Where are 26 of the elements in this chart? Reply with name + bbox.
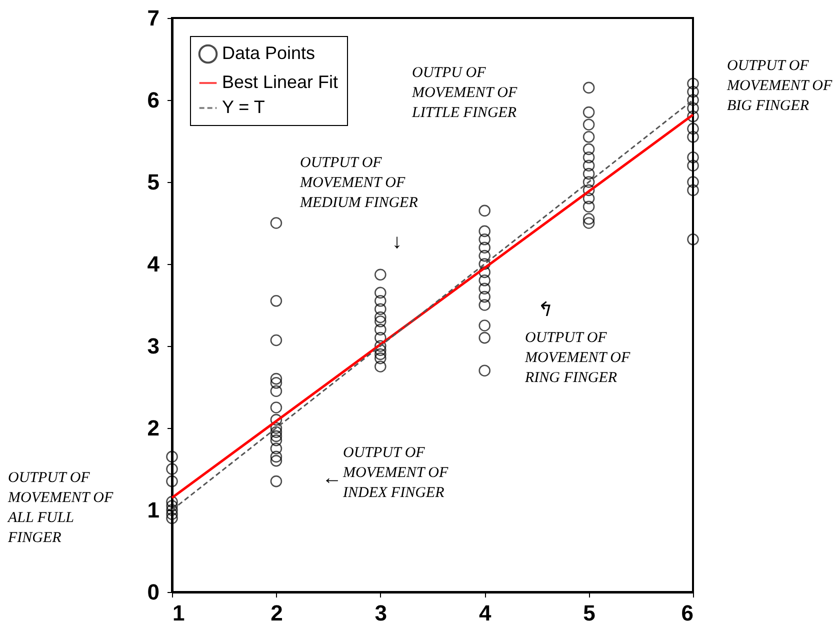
- x-tick-label: 1: [172, 600, 185, 626]
- y-tick-label: 0: [147, 580, 160, 604]
- legend-label: Best Linear Fit: [222, 72, 338, 92]
- text: OUTPUT OF MOVEMENT OF BIG FINGER: [726, 58, 833, 114]
- legend-label: Y = T: [222, 97, 265, 117]
- x-tick-label: 2: [270, 600, 283, 626]
- annotation: OUTPUT OF MOVEMENT OF RING FINGER: [524, 330, 631, 386]
- y-tick-label: 3: [147, 334, 160, 358]
- y-tick-label: 6: [147, 88, 160, 112]
- annotation: ↰: [535, 299, 552, 321]
- annotation: ↓: [392, 231, 402, 253]
- y-tick-label: 7: [147, 6, 160, 30]
- x-tick-label: 4: [478, 600, 492, 626]
- y-tick-label: 1: [147, 498, 160, 522]
- x-tick-label: 6: [681, 600, 694, 626]
- text: OUTPUT OF MOVEMENT OF ALL FULL FINGER: [7, 470, 114, 546]
- y-tick-label: 4: [147, 252, 160, 276]
- legend-label: Data Points: [222, 43, 316, 63]
- annotation: OUTPUT OF MOVEMENT OF MEDIUM FINGER: [299, 155, 418, 211]
- y-tick-label: 2: [147, 416, 160, 440]
- y-tick-label: 5: [147, 170, 160, 194]
- x-tick-label: 3: [374, 600, 388, 626]
- x-tick-label: 5: [583, 600, 596, 626]
- annotation: ←: [322, 467, 342, 489]
- annotation: OUTPU OF MOVEMENT OF LITTLE FINGER: [411, 65, 518, 121]
- annotation: OUTPUT OF MOVEMENT OF INDEX FINGER: [342, 445, 449, 501]
